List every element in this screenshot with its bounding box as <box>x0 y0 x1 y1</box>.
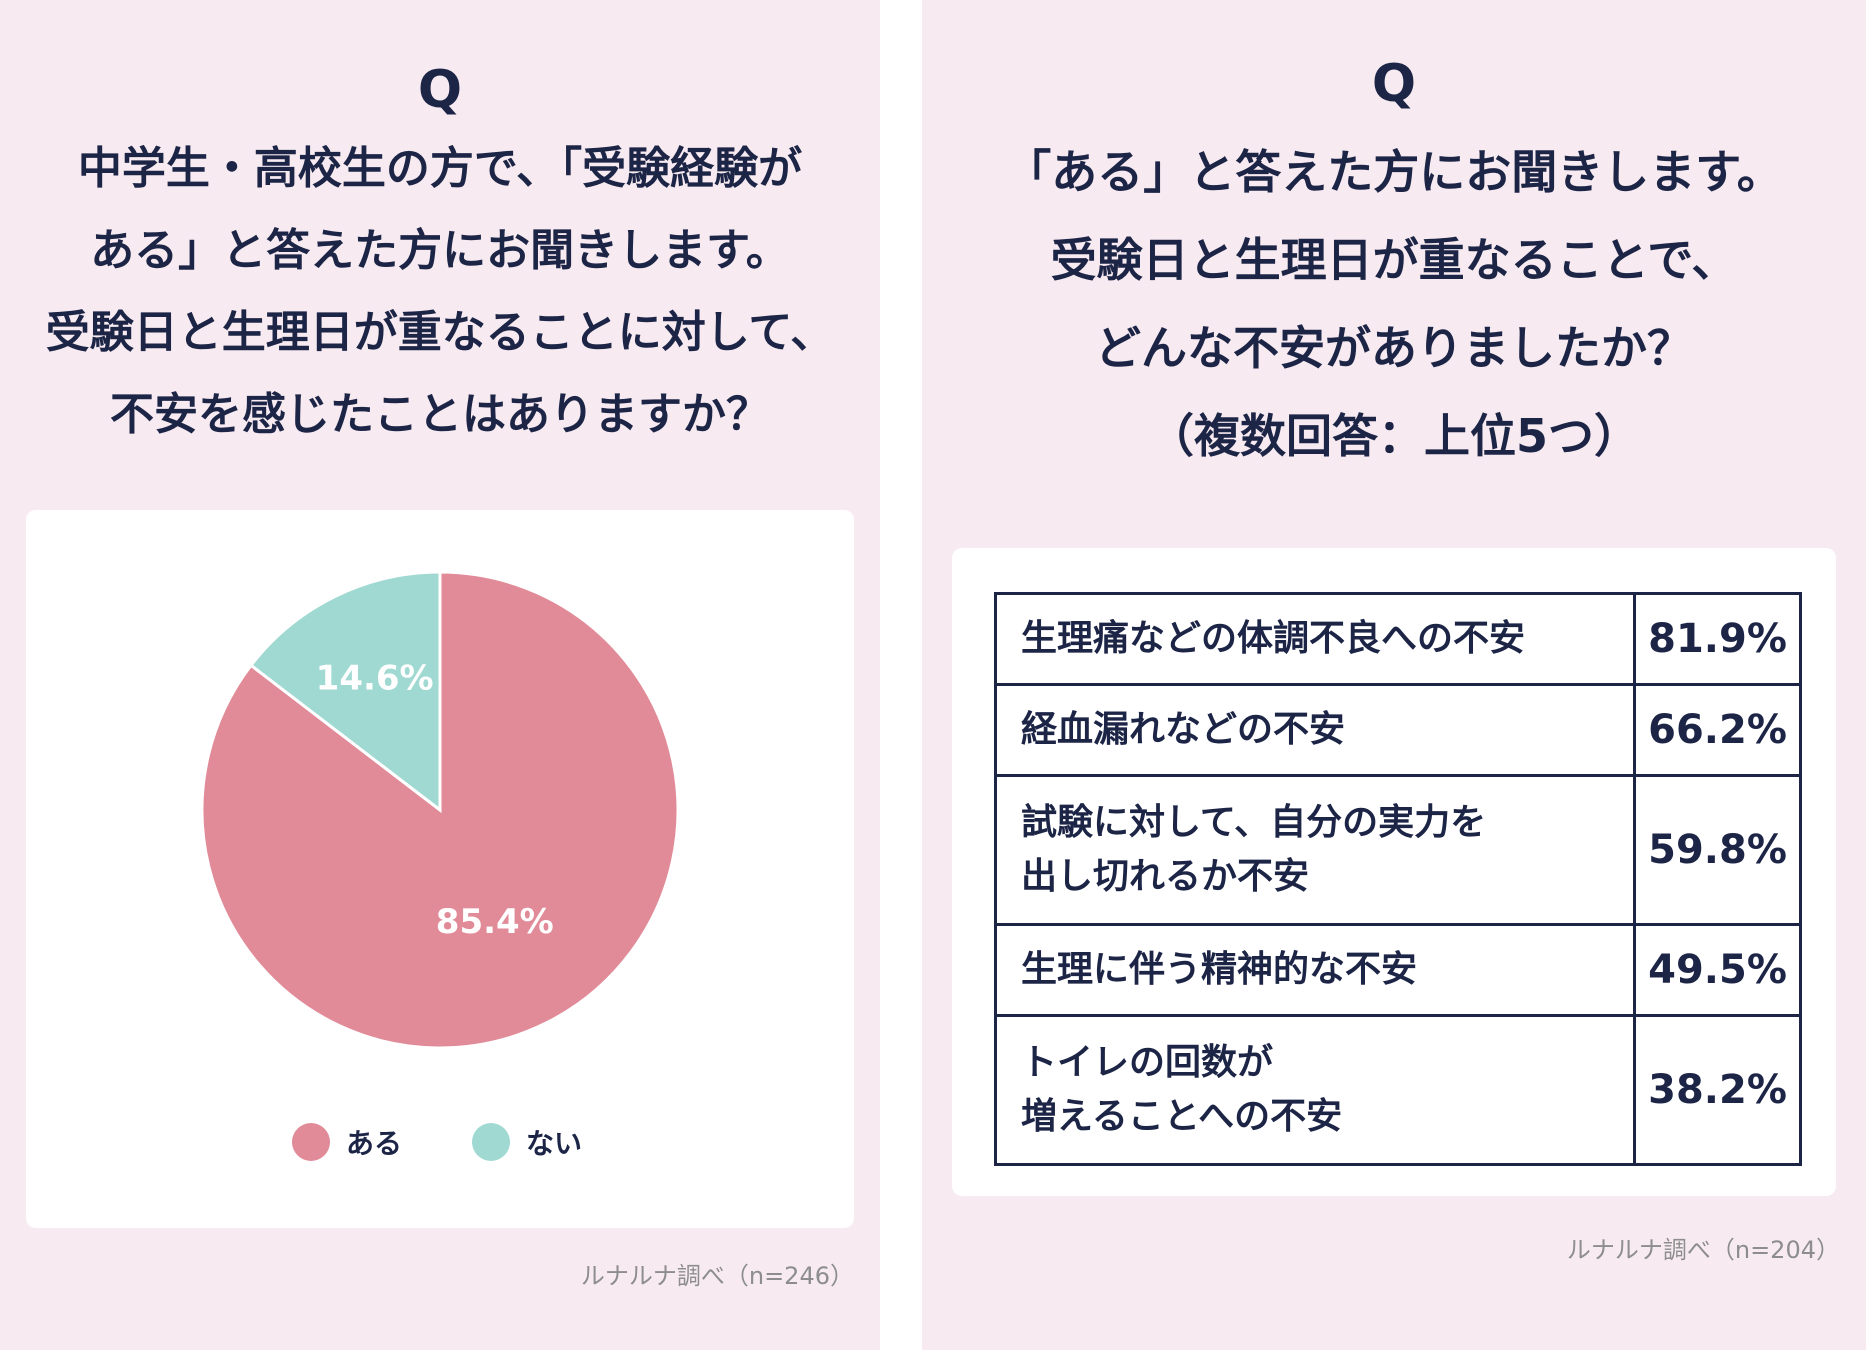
source-note: ルナルナ調べ（n=204） <box>1566 1236 1840 1264</box>
row-label: 生理痛などの体調不良への不安 <box>993 592 1637 686</box>
table-row: 経血漏れなどの不安 66.2% <box>993 683 1802 777</box>
table-row: 生理痛などの体調不良への不安 81.9% <box>993 592 1802 686</box>
question-line: どんな不安がありましたか？ <box>1095 321 1693 375</box>
legend-item-aru: ある <box>292 1122 402 1162</box>
row-label: 経血漏れなどの不安 <box>993 683 1637 777</box>
row-label: 生理に伴う精神的な不安 <box>993 923 1637 1017</box>
row-value: 81.9% <box>1633 592 1802 686</box>
row-value: 49.5% <box>1633 923 1802 1017</box>
legend-label-nai: ない <box>526 1127 583 1160</box>
question-text: 「ある」と答えた方にお聞きします。 受験日と生理日が重なることで、 どんな不安が… <box>922 128 1866 480</box>
row-value: 38.2% <box>1633 1014 1802 1166</box>
row-label-line: 生理に伴う精神的な不安 <box>1021 949 1418 990</box>
source-note: ルナルナ調べ（n=246） <box>580 1262 854 1290</box>
row-label-line: 増えることへの不安 <box>1021 1096 1343 1137</box>
question-line: 受験日と生理日が重なることで、 <box>1050 233 1738 287</box>
row-label-line: 生理痛などの体調不良への不安 <box>1021 618 1526 659</box>
row-label: トイレの回数が 増えることへの不安 <box>993 1014 1637 1166</box>
pie-label-aru: 85.4% <box>436 902 554 942</box>
question-line: 受験日と生理日が重なることに対して、 <box>45 307 835 358</box>
question-line: 中学生・高校生の方で、「受験経験が <box>77 143 803 194</box>
legend-label-aru: ある <box>346 1127 403 1160</box>
legend-item-nai: ない <box>472 1122 582 1162</box>
pie-chart: 85.4% 14.6% <box>200 570 680 1050</box>
question-marker: Q <box>417 60 463 120</box>
question-line: ある」と答えた方にお聞きします。 <box>90 225 790 276</box>
pie-slice-aru <box>200 570 680 1050</box>
pie-chart-card: 85.4% 14.6% ある ない <box>26 510 854 1228</box>
row-value: 66.2% <box>1633 683 1802 777</box>
table-row: トイレの回数が 増えることへの不安 38.2% <box>993 1014 1802 1166</box>
question-line: （複数回答：上位5つ） <box>1147 409 1640 463</box>
ranking-table-card: 生理痛などの体調不良への不安 81.9% 経血漏れなどの不安 66.2% 試験に… <box>952 548 1836 1196</box>
ranking-table: 生理痛などの体調不良への不安 81.9% 経血漏れなどの不安 66.2% 試験に… <box>993 592 1802 1166</box>
pie-label-nai: 14.6% <box>316 659 434 699</box>
legend-swatch-nai <box>472 1123 510 1161</box>
right-panel: Q 「ある」と答えた方にお聞きします。 受験日と生理日が重なることで、 どんな不… <box>922 0 1866 1350</box>
left-panel: Q 中学生・高校生の方で、「受験経験が ある」と答えた方にお聞きします。 受験日… <box>0 0 880 1350</box>
question-marker: Q <box>1371 54 1417 114</box>
table-row: 生理に伴う精神的な不安 49.5% <box>993 923 1802 1017</box>
question-line: 不安を感じたことはありますか？ <box>110 389 770 440</box>
row-value: 59.8% <box>1633 774 1802 926</box>
row-label: 試験に対して、自分の実力を 出し切れるか不安 <box>993 774 1637 926</box>
pie-slice-nai <box>248 570 442 814</box>
table-row: 試験に対して、自分の実力を 出し切れるか不安 59.8% <box>993 774 1802 926</box>
row-label-line: 試験に対して、自分の実力を <box>1021 802 1487 843</box>
question-text: 中学生・高校生の方で、「受験経験が ある」と答えた方にお聞きします。 受験日と生… <box>0 128 880 456</box>
row-label-line: 出し切れるか不安 <box>1021 856 1310 897</box>
row-label-line: 経血漏れなどの不安 <box>1021 709 1346 750</box>
row-label-line: トイレの回数が <box>1021 1042 1274 1083</box>
question-line: 「ある」と答えた方にお聞きします。 <box>1005 145 1783 199</box>
legend-swatch-aru <box>292 1123 330 1161</box>
